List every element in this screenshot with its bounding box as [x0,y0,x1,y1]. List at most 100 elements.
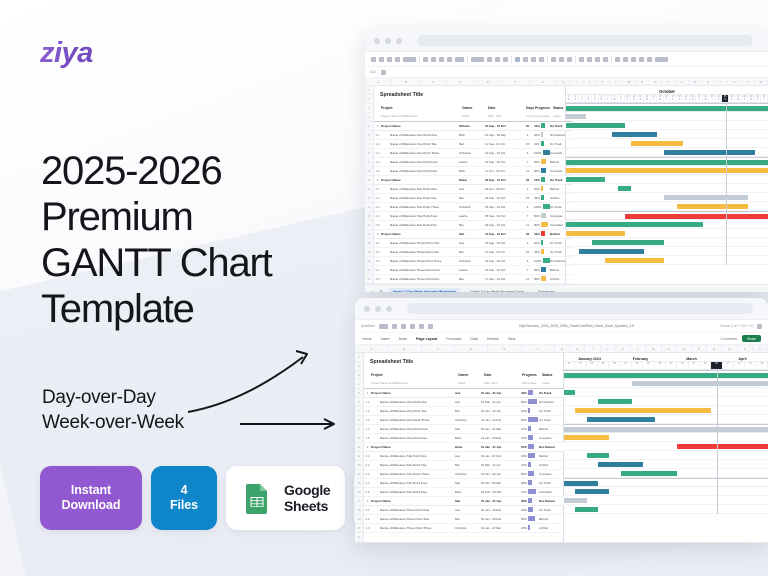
window-minimize-icon[interactable] [385,37,391,44]
undo-icon[interactable] [371,56,376,62]
undo-icon[interactable] [418,323,424,329]
column-header-H[interactable]: H [557,78,571,85]
row-header-cell[interactable]: 18 [355,506,363,515]
column-header-C[interactable]: C [422,345,455,352]
gantt-bar[interactable] [575,488,610,495]
badge-google-sheets[interactable]: Google Sheets [226,466,346,530]
gantt-bar[interactable] [631,140,684,147]
redo-icon[interactable] [379,56,384,62]
table-row[interactable]: 1 Project Name Officina 07 Sep - 04 Oct 40 44… [374,120,572,131]
font-size-value[interactable] [495,56,500,62]
gantt-bar[interactable] [605,257,664,264]
decimal-increase-icon[interactable] [447,56,452,62]
row-header-cell[interactable]: 5 [355,389,363,398]
row-header-cell[interactable]: 11 [365,176,373,185]
bold-icon[interactable] [515,56,520,62]
window-maximize-icon[interactable] [396,37,402,44]
column-header-A[interactable]: A [355,345,389,352]
ribbon-tab-view[interactable]: View [507,336,516,341]
column-header-J[interactable]: J [601,345,616,352]
gantt-bar[interactable] [566,176,606,183]
column-header-K[interactable]: K [616,345,632,352]
table-row[interactable]: 1.1 Name of Milestone One Point One Beth 10… [374,130,572,140]
task-status[interactable]: On Track [550,174,572,185]
gantt-bar[interactable] [564,426,768,433]
row-header-cell[interactable]: 7 [355,407,363,416]
row-header-cell[interactable]: 10 [355,434,363,443]
row-header-cell[interactable]: 8 [355,416,363,425]
text-wrap-icon[interactable] [595,56,600,62]
ribbon-tab-formulas[interactable]: Formulas [446,336,462,341]
excel-grid[interactable]: 1 2 3 4 5 6 7 8 9 10 11 12 13 14 15 16 17 18 19 20 21 Spread… [355,353,768,542]
task-status[interactable]: Behind [539,451,564,461]
column-header-W[interactable]: W [755,78,768,85]
browser-url-bar[interactable] [407,303,753,314]
table-row[interactable]: 1.2 Name of Milestone One Point Two Bert 11… [374,139,572,149]
column-header-O[interactable]: O [677,345,692,352]
column-header-K[interactable]: K [597,78,610,85]
toolbar-extra[interactable] [655,56,668,62]
task-status[interactable]: On Track [550,139,572,149]
column-header-M[interactable]: M [646,345,662,352]
microsoft-excel-window[interactable]: AutoSave DayOverview_2024_2025_2026_Gant… [355,298,768,543]
task-status[interactable]: On Track [550,202,572,212]
task-status[interactable]: Complete [539,433,564,443]
task-status[interactable]: Behind [550,184,572,194]
column-header-R[interactable]: R [722,345,738,352]
row-header-cell[interactable]: 5 [365,122,373,131]
zoom-select[interactable] [403,56,416,62]
gantt-bar[interactable] [611,131,658,138]
task-status[interactable]: At Risk [539,523,564,533]
column-header-H[interactable]: H [570,345,586,352]
task-status[interactable]: On Track [550,120,572,131]
task-status[interactable]: On Track [539,406,564,416]
task-status[interactable]: Behind [550,265,572,275]
text-rotation-icon[interactable] [603,56,608,62]
home-icon[interactable] [391,323,397,329]
browser-url-bar[interactable] [417,35,753,46]
gantt-bar[interactable] [564,434,610,441]
row-header-cell[interactable]: 3 [365,104,373,113]
column-header-D[interactable]: D [447,78,475,85]
gantt-bar[interactable] [586,416,655,423]
table-row[interactable]: 2.5 Name of Milestone Two Point Five Eliza… [364,487,564,497]
table-row[interactable]: 1.1 Name of Milestone One Point One Ava 10 … [364,397,564,407]
task-status[interactable]: Behind [550,157,572,167]
filter-icon[interactable] [639,56,644,62]
table-row[interactable]: 2.2 Name of Milestone Two Point Two Ben 02 … [364,460,564,470]
row-header-cell[interactable]: 6 [355,398,363,407]
table-row[interactable]: 2 Project Name Diana 02 Sep - 04 Oct 46 44% On… [374,174,572,185]
gantt-bar[interactable] [566,105,768,112]
sheets-grid[interactable]: 1 2 3 4 5 6 7 8 9 10 11 12 13 14 15 16 17 18 19 20 21 22 Spre… [365,86,768,284]
task-status[interactable]: On Track [539,505,564,515]
excel-ribbon-tabs[interactable]: Home Insert Draw Page Layout Formulas Da… [355,333,768,345]
table-row[interactable]: 2 Project Name Hana 01 Jan - 21 Apr 52% Not S… [364,441,564,452]
task-status[interactable]: Not Started [550,256,572,266]
column-header-P[interactable]: P [662,78,676,85]
table-row[interactable]: 3 Project Name Seb 01 Jan - 21 Apr 36% Not St… [364,495,564,506]
gantt-bar[interactable] [564,372,768,379]
ribbon-tab-home[interactable]: Home [362,336,372,341]
gantt-bar[interactable] [597,398,632,405]
row-header-cell[interactable]: 3 [355,371,363,380]
excel-quick-access-bar[interactable]: AutoSave DayOverview_2024_2025_2026_Gant… [355,320,768,333]
horizontal-align-icon[interactable] [579,56,584,62]
paint-format-icon[interactable] [395,56,400,62]
task-status[interactable]: Cancelled [539,487,564,497]
column-header-S[interactable]: S [738,345,753,352]
gantt-bar[interactable] [597,461,644,468]
table-row[interactable]: 1.3 Name of Milestone One Point Three Chri… [374,148,572,158]
task-status[interactable]: At Risk [539,460,564,470]
insert-chart-icon[interactable] [631,56,636,62]
window-close-icon[interactable] [374,37,380,44]
excel-search-box[interactable]: Search (Ctrl + Ctrl + G) [720,324,753,328]
row-header-cell[interactable]: 20 [365,257,373,266]
borders-icon[interactable] [559,56,564,62]
gantt-bar[interactable] [631,380,768,387]
gantt-bar[interactable] [566,122,625,129]
tab-dropdowns[interactable]: Dropdowns [538,289,555,293]
gantt-bar[interactable] [663,194,749,201]
tab-gantt-7-day[interactable]: Gantt | 7-Day Week (Includes Weekends) [388,287,461,292]
table-row[interactable]: 1 Project Name Ava 01 Jan - 21 Apr 43% On Tra… [364,387,564,398]
gantt-bar[interactable] [586,452,610,459]
